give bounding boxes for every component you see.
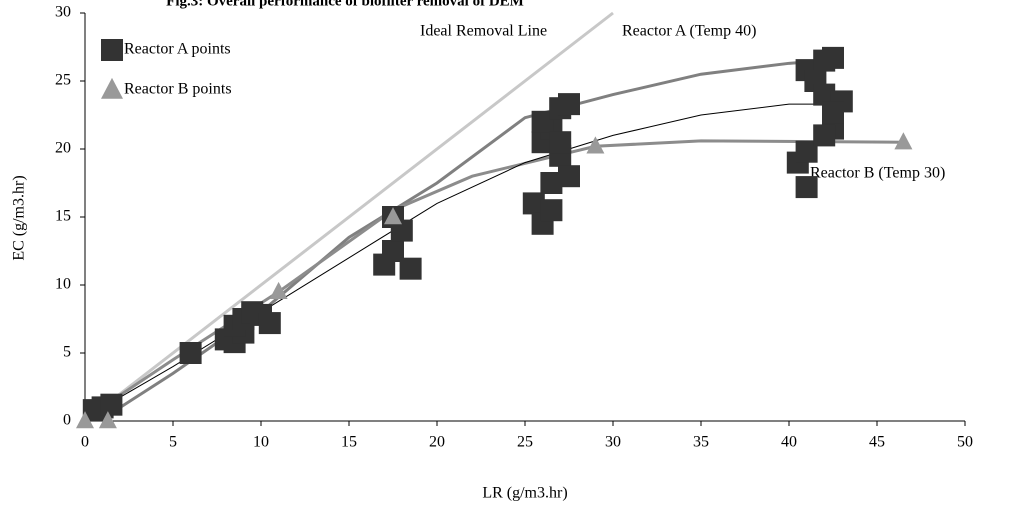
point [813, 124, 836, 147]
x-tick-label: 35 [693, 434, 709, 451]
point [100, 393, 123, 416]
point [98, 411, 117, 429]
line-label: Reactor A (Temp 40) [622, 23, 756, 40]
legend-marker [101, 77, 123, 99]
point [822, 101, 844, 124]
point [549, 131, 572, 154]
point [586, 136, 605, 154]
point [558, 165, 580, 188]
x-tick-label: 5 [169, 434, 177, 451]
trend-line [84, 139, 904, 423]
point [894, 132, 913, 150]
chart-title: Fig.3: Overall performance of biofilter … [166, 0, 524, 9]
y-axis-label: EC (g/m3.hr) [11, 175, 28, 260]
trend-line [84, 11, 614, 423]
point [531, 110, 554, 133]
point [179, 342, 202, 364]
point [540, 199, 563, 222]
point [795, 140, 818, 163]
point [522, 192, 545, 215]
point [258, 312, 281, 335]
x-tick-label: 50 [957, 434, 973, 451]
x-tick-label: 15 [341, 434, 357, 451]
y-tick-label: 10 [55, 276, 71, 293]
y-tick-label: 0 [63, 412, 71, 429]
point [269, 281, 288, 299]
y-tick-label: 25 [55, 72, 71, 89]
point [822, 46, 844, 69]
point [558, 93, 580, 116]
point [384, 207, 402, 225]
legend-marker [101, 39, 123, 61]
x-axis-label: LR (g/m3.hr) [482, 485, 567, 502]
legend-label: Reactor A points [124, 41, 231, 58]
trend-line [84, 59, 825, 423]
y-tick-label: 5 [63, 344, 71, 361]
trend-line [102, 103, 842, 408]
y-tick-label: 30 [55, 4, 71, 21]
y-tick-label: 15 [55, 208, 71, 225]
point [540, 172, 563, 194]
x-tick-label: 0 [81, 434, 89, 451]
x-tick-label: 40 [781, 434, 797, 451]
point [76, 411, 94, 429]
point [813, 83, 836, 106]
legend-label: Reactor B points [124, 81, 232, 98]
point [399, 257, 422, 280]
x-tick-label: 30 [605, 434, 621, 451]
x-tick-label: 20 [429, 434, 445, 451]
line-label: Ideal Removal Line [420, 23, 547, 40]
point [795, 176, 818, 199]
x-tick-label: 10 [253, 434, 269, 451]
x-tick-label: 45 [869, 434, 885, 451]
x-tick-label: 25 [517, 434, 533, 451]
line-label: Reactor B (Temp 30) [810, 165, 945, 182]
point [382, 240, 404, 262]
y-tick-label: 20 [55, 140, 71, 157]
